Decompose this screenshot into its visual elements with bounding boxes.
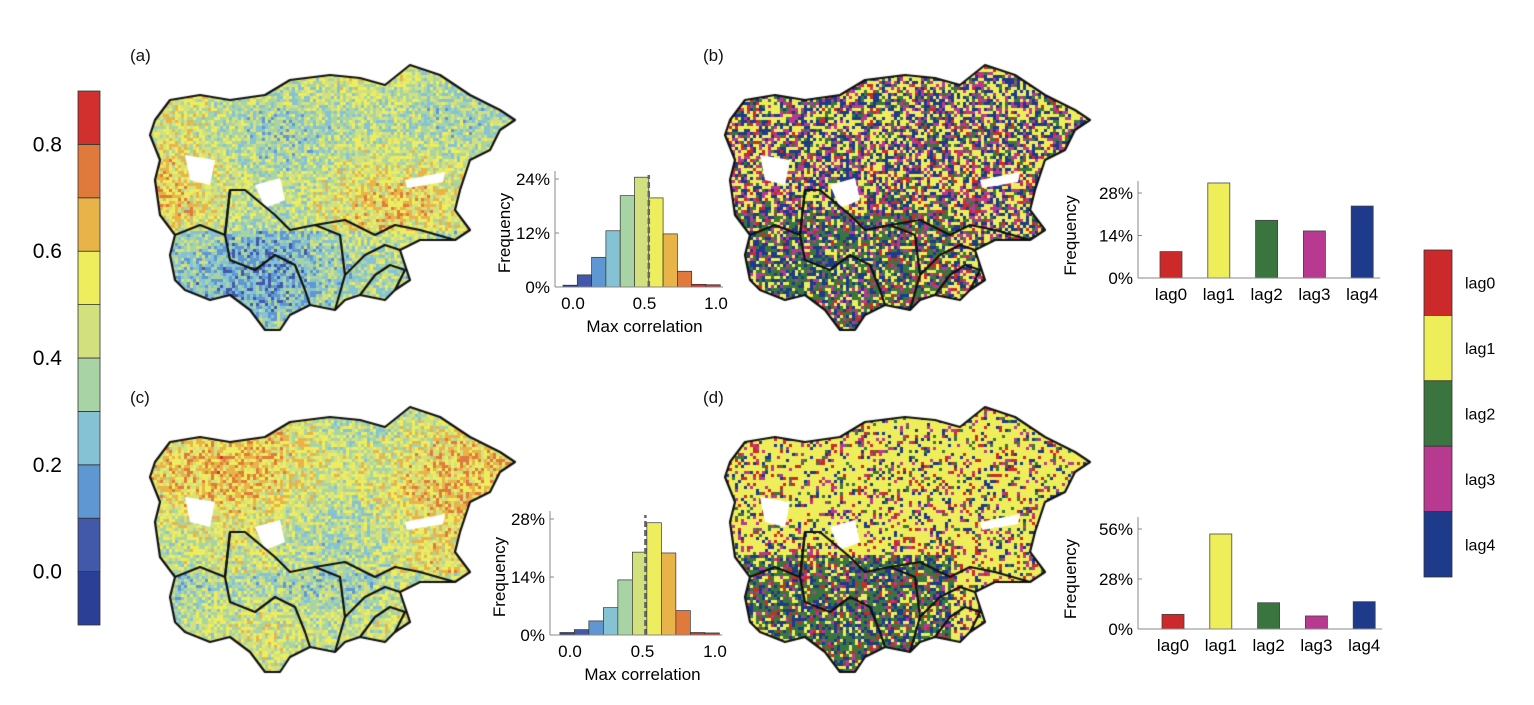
histogram-bar (591, 256, 607, 288)
lag-bar (1352, 601, 1376, 630)
y-tick-label: 24% (516, 170, 550, 189)
lag-legend-swatch (1423, 511, 1453, 578)
x-tick-label: 0.5 (633, 294, 657, 313)
histogram-bar (634, 176, 650, 288)
x-tick-label: lag4 (1346, 285, 1378, 304)
colorbar-segment (77, 90, 101, 145)
histogram-bar (662, 233, 678, 288)
colorbar-segment (77, 410, 101, 466)
y-axis-label: Frequency (495, 192, 514, 273)
histogram-bar (677, 270, 693, 288)
histogram-bar (660, 552, 677, 636)
x-tick-label: lag3 (1298, 285, 1330, 304)
x-tick-label: lag1 (1205, 636, 1237, 655)
histogram-bar (675, 610, 691, 636)
lag-bar (1257, 602, 1280, 630)
y-tick-label: 14% (1099, 227, 1133, 246)
colorbar-segment (77, 517, 101, 573)
histogram-bar (576, 274, 592, 288)
y-tick-label: 28% (1099, 570, 1133, 589)
colorbar-tick-label: 0.0 (33, 561, 62, 584)
y-tick-label: 28% (1099, 184, 1133, 203)
y-tick-label: 14% (511, 568, 545, 587)
histogram-bar (573, 629, 590, 636)
lag-legend-swatch (1423, 314, 1453, 382)
lag-bar-chart-d: lag0 lag1 lag2 lag3 lag4 0% 28% 56% Frequency (1061, 517, 1383, 655)
lag-legend-swatch (1423, 249, 1453, 316)
lag-bar (1350, 205, 1374, 279)
lag-bar (1255, 219, 1278, 279)
colorbar-segment (77, 304, 101, 359)
y-tick-label: 28% (511, 510, 545, 529)
colorbar-segment (77, 464, 101, 519)
x-tick-label: lag0 (1155, 285, 1187, 304)
lag-bar (1207, 182, 1231, 279)
lag-bar (1159, 251, 1183, 279)
lag-legend-label: lag1 (1465, 341, 1495, 358)
y-axis-label: Frequency (1061, 538, 1080, 619)
x-tick-label: lag1 (1203, 285, 1235, 304)
lag-bar-chart-b: lag0 lag1 lag2 lag3 lag4 0% 14% 28% Frequency (1061, 181, 1381, 304)
x-tick-label: 0.5 (631, 642, 655, 661)
y-axis-label: Frequency (490, 536, 509, 617)
histogram-bar (605, 230, 621, 288)
lag-legend-swatch (1423, 445, 1453, 513)
x-tick-label: lag0 (1157, 636, 1189, 655)
x-tick-label: lag2 (1253, 636, 1285, 655)
lag-legend-label: lag3 (1465, 472, 1495, 489)
x-axis-label: Max correlation (586, 317, 702, 336)
histogram-bar (588, 620, 604, 636)
y-tick-label: 12% (516, 224, 550, 243)
lag-legend: lag0 lag1 lag2 lag3 lag4 (1423, 249, 1495, 578)
colorbar-tick-label: 0.6 (33, 240, 62, 263)
panel-label-c: (c) (130, 388, 150, 407)
panel-label-b: (b) (703, 46, 724, 65)
histogram-bar (619, 195, 635, 288)
histogram-bar (617, 579, 633, 636)
correlation-map-c (145, 402, 525, 682)
lag-bar (1209, 533, 1233, 630)
lag-bar (1161, 613, 1185, 630)
histogram-bar (646, 522, 662, 636)
lag-legend-label: lag0 (1465, 276, 1495, 293)
colorbar-segment (77, 197, 101, 252)
x-tick-label: lag4 (1348, 636, 1380, 655)
panel-label-d: (d) (703, 388, 724, 407)
correlation-colorbar: 0.0 0.2 0.4 0.6 0.8 (33, 90, 101, 626)
y-tick-label: 0% (1108, 620, 1133, 639)
y-axis-label: Frequency (1061, 195, 1080, 276)
y-tick-label: 56% (1099, 520, 1133, 539)
lag-legend-label: lag2 (1465, 407, 1495, 424)
colorbar-segment (77, 250, 101, 305)
lag-legend-label: lag4 (1465, 537, 1495, 554)
colorbar-segment (77, 357, 101, 412)
colorbar-segment (77, 571, 101, 626)
histogram-bar (602, 607, 619, 636)
x-tick-label: lag2 (1251, 285, 1283, 304)
colorbar-tick-label: 0.8 (33, 133, 62, 156)
lag-bar (1303, 230, 1326, 279)
colorbar-segment (77, 143, 101, 199)
colorbar-tick-label: 0.4 (33, 347, 63, 370)
x-tick-label: lag3 (1300, 636, 1332, 655)
x-tick-label: 0.0 (561, 294, 585, 313)
lag-legend-swatch (1423, 380, 1453, 447)
histogram-bar (648, 197, 664, 288)
colorbar-tick-label: 0.2 (33, 454, 62, 477)
x-tick-label: 0.0 (558, 642, 582, 661)
y-tick-label: 0% (520, 626, 545, 645)
lag-map-d (720, 402, 1100, 682)
y-tick-label: 0% (1108, 269, 1133, 288)
y-tick-label: 0% (525, 278, 550, 297)
x-tick-label: 1.0 (703, 642, 727, 661)
lag-map-b (720, 60, 1100, 340)
lag-bar (1305, 615, 1328, 630)
x-axis-label: Max correlation (584, 665, 700, 684)
x-tick-label: 1.0 (704, 294, 728, 313)
correlation-map-a (145, 60, 525, 340)
